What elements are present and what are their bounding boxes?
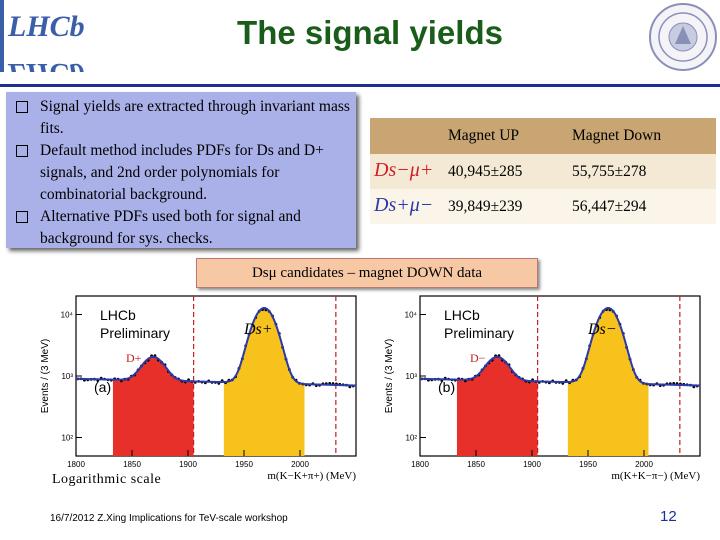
- plot-caption: Dsμ candidates – magnet DOWN data: [196, 258, 538, 288]
- y-axis-label: Events / (3 MeV): [40, 339, 51, 413]
- svg-text:LHCb: LHCb: [7, 57, 85, 72]
- ds-plus-mu-minus-label: Ds+μ−: [373, 194, 433, 216]
- y-tick-label: 10⁴: [61, 311, 74, 320]
- x-tick-label: 1950: [579, 460, 597, 469]
- ds-minus-mu-plus-label: Ds−μ+: [373, 159, 433, 181]
- table-cell-down: 55,755±278: [572, 162, 647, 180]
- x-tick-label: 1850: [467, 460, 485, 469]
- x-tick-label: 1900: [523, 460, 541, 469]
- table-cell-up: 40,945±285: [448, 162, 523, 180]
- table-row: Ds+μ− 39,849±239 56,447±294: [370, 189, 716, 224]
- log-scale-label: Logarithmic scale: [52, 472, 162, 487]
- bullet-item: Default method includes PDFs for Ds and …: [16, 140, 350, 206]
- y-axis-label: Events / (3 MeV): [384, 339, 395, 413]
- peak-label: D−: [470, 351, 486, 365]
- mass-plot-b: 1800 1850 1900 1950 2000 10² 10³ 10⁴ m(K+K−π−) (…: [384, 295, 701, 482]
- y-tick-label: 10⁴: [405, 311, 418, 320]
- svg-text:Ds+μ−: Ds+μ−: [373, 194, 433, 216]
- footer-text: 16/7/2012 Z.Xing Implications for TeV-sc…: [50, 513, 288, 524]
- university-seal-logo: [649, 3, 717, 71]
- peak-label: Ds+: [243, 321, 273, 338]
- signal-peak-Ds−: [567, 307, 649, 456]
- peak-label: Ds−: [587, 321, 617, 338]
- table-cell-down: 56,447±294: [572, 197, 647, 215]
- peak-label: D+: [126, 351, 142, 365]
- slide-title: The signal yields: [237, 14, 503, 51]
- table-header-up: Magnet UP: [448, 127, 520, 144]
- y-tick-label: 10²: [405, 433, 417, 442]
- panel-label: (a): [94, 379, 111, 395]
- fit-curve: [75, 306, 357, 387]
- status-label: Preliminary: [444, 325, 514, 341]
- bullet-box: Signal yields are extracted through inva…: [6, 92, 356, 248]
- y-tick-label: 10³: [405, 372, 417, 381]
- signal-peak-Ds+: [223, 307, 305, 456]
- yield-table: Magnet UP Magnet Down Ds−μ+ 40,945±285 5…: [370, 118, 716, 224]
- y-tick-label: 10³: [61, 372, 73, 381]
- table-header-down: Magnet Down: [572, 127, 662, 144]
- header-rule: [0, 84, 720, 87]
- fit-curve: [419, 306, 701, 387]
- table-cell-channel: Ds−μ+: [370, 154, 448, 189]
- x-axis-label: m(K−K+π+) (MeV): [267, 470, 356, 482]
- x-tick-label: 1800: [67, 460, 85, 469]
- bullet-item: Signal yields are extracted through inva…: [16, 96, 350, 140]
- table-header-row: Magnet UP Magnet Down: [370, 118, 716, 154]
- x-tick-label: 1850: [123, 460, 141, 469]
- experiment-label: LHCb: [444, 307, 480, 323]
- table-cell-channel: Ds+μ−: [370, 189, 448, 224]
- signal-peak-D+: [112, 356, 194, 456]
- x-tick-label: 2000: [635, 460, 653, 469]
- table-row: Ds−μ+ 40,945±285 55,755±278: [370, 154, 716, 189]
- x-axis-label: m(K+K−π−) (MeV): [611, 470, 700, 482]
- x-tick-label: 1900: [179, 460, 197, 469]
- y-tick-label: 10²: [61, 433, 73, 442]
- mass-plot-a: 1800 1850 1900 1950 2000 10² 10³ 10⁴ m(K−K+π+) (…: [40, 295, 357, 482]
- experiment-label: LHCb: [100, 307, 136, 323]
- status-label: Preliminary: [100, 325, 170, 341]
- svg-text:LHCb: LHCb: [7, 10, 85, 43]
- x-tick-label: 2000: [291, 460, 309, 469]
- signal-peak-D−: [456, 356, 538, 456]
- bullet-item: Alternative PDFs used both for signal an…: [16, 206, 350, 250]
- x-tick-label: 1800: [411, 460, 429, 469]
- panel-label: (b): [438, 379, 455, 395]
- table-cell-up: 39,849±239: [448, 197, 523, 215]
- x-tick-label: 1950: [235, 460, 253, 469]
- lhcb-logo: LHCb LHCb: [0, 0, 112, 72]
- page-number: 12: [660, 508, 677, 525]
- table-header-channel: [370, 118, 448, 154]
- svg-text:Ds−μ+: Ds−μ+: [373, 159, 433, 181]
